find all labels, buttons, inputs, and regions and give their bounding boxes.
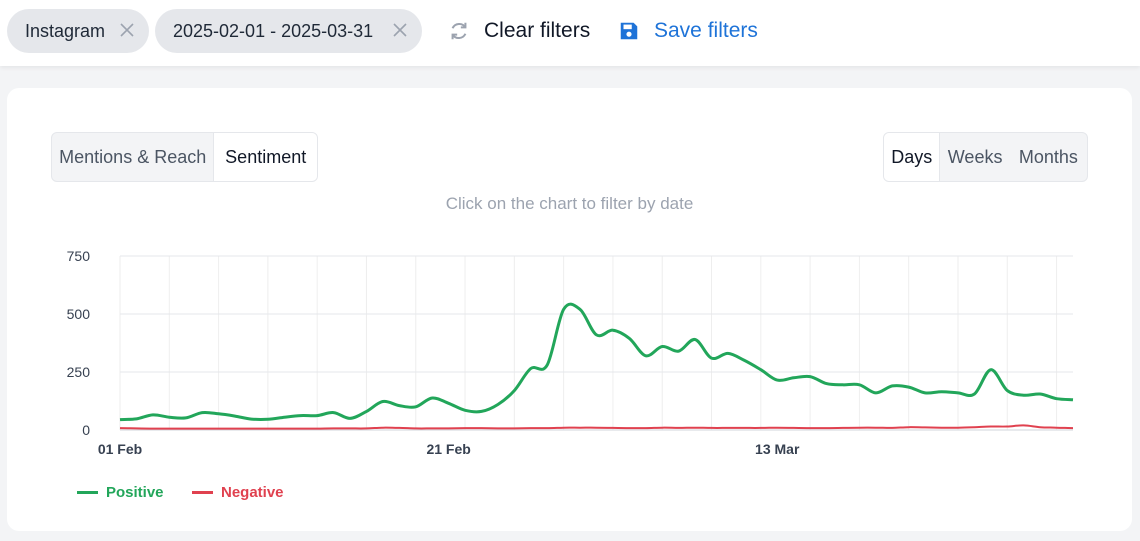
legend-item-positive[interactable]: Positive bbox=[77, 484, 164, 501]
y-tick-label: 500 bbox=[67, 306, 91, 322]
save-filters-label: Save filters bbox=[654, 19, 758, 42]
sentiment-chart-card: Mentions & Reach Sentiment Days Weeks Mo… bbox=[7, 88, 1132, 531]
y-tick-label: 250 bbox=[67, 364, 91, 380]
legend-item-negative[interactable]: Negative bbox=[192, 484, 284, 501]
tab-weeks[interactable]: Weeks bbox=[947, 146, 1003, 167]
filter-chip-instagram[interactable]: Instagram bbox=[7, 9, 149, 53]
filter-chip-date-range[interactable]: 2025-02-01 - 2025-03-31 bbox=[155, 9, 422, 53]
x-tick-label: 13 Mar bbox=[755, 441, 800, 457]
tab-days[interactable]: Days bbox=[884, 133, 941, 181]
save-filters-button[interactable]: Save filters bbox=[618, 16, 758, 46]
metric-tabs: Mentions & Reach Sentiment bbox=[51, 132, 318, 182]
y-tick-label: 0 bbox=[82, 422, 90, 438]
legend-label: Positive bbox=[106, 484, 164, 501]
filter-bar: Instagram 2025-02-01 - 2025-03-31 Clear … bbox=[0, 0, 1140, 66]
refresh-icon bbox=[451, 22, 467, 40]
legend-swatch bbox=[192, 491, 213, 494]
x-tick-label: 01 Feb bbox=[98, 441, 142, 457]
period-tabs: Days Weeks Months bbox=[883, 132, 1088, 182]
tab-sentiment[interactable]: Sentiment bbox=[214, 133, 317, 181]
filter-chip-label: 2025-02-01 - 2025-03-31 bbox=[173, 20, 374, 41]
close-icon[interactable] bbox=[390, 20, 410, 40]
tab-mentions-reach[interactable]: Mentions & Reach bbox=[52, 133, 215, 181]
chart-hint: Click on the chart to filter by date bbox=[445, 194, 694, 213]
legend-swatch bbox=[77, 491, 98, 494]
series-line-negative bbox=[119, 424, 1074, 430]
series-line-positive bbox=[119, 302, 1074, 422]
close-icon[interactable] bbox=[117, 20, 137, 40]
x-tick-label: 21 Feb bbox=[426, 441, 470, 457]
save-icon bbox=[620, 22, 638, 40]
tab-months[interactable]: Months bbox=[1018, 146, 1078, 167]
clear-filters-label: Clear filters bbox=[484, 19, 591, 42]
filter-chip-label: Instagram bbox=[25, 20, 106, 41]
y-tick-label: 750 bbox=[67, 248, 91, 264]
sentiment-line-chart[interactable]: 0 250 500 750 01 Feb 21 Feb 13 Mar bbox=[7, 238, 1132, 468]
clear-filters-button[interactable]: Clear filters bbox=[448, 16, 590, 46]
legend-label: Negative bbox=[221, 484, 284, 501]
